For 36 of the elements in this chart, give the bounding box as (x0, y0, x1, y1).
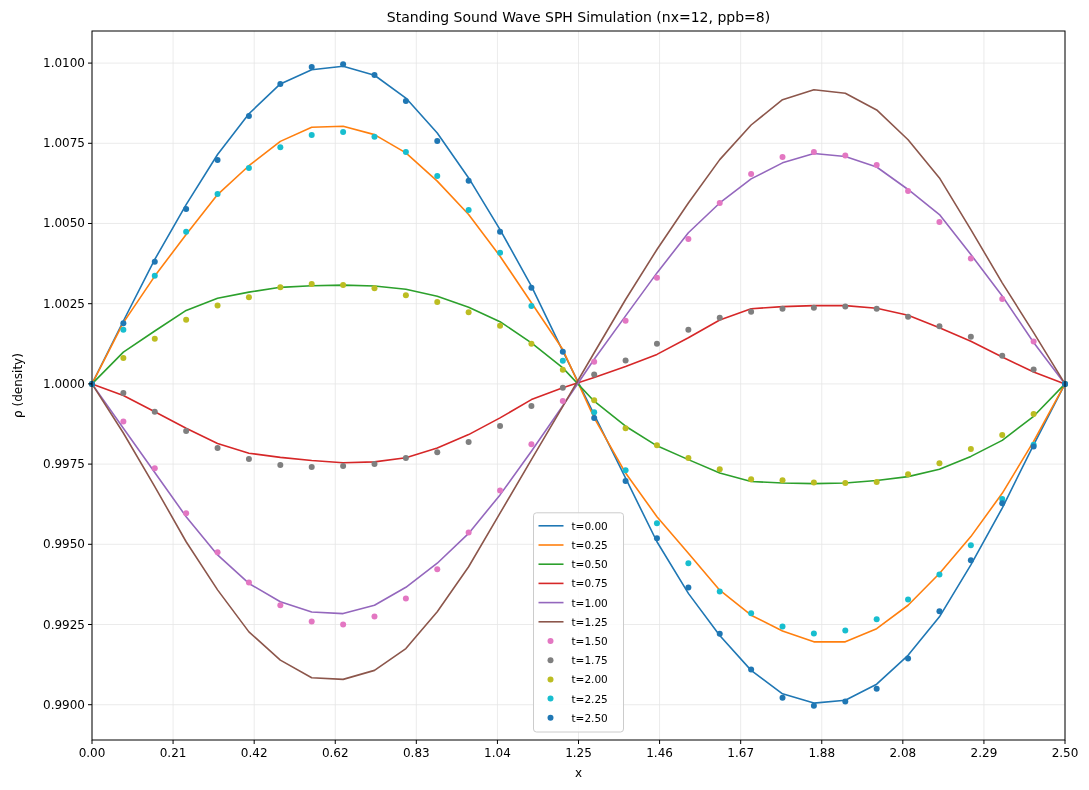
y-tick-label: 1.0050 (43, 216, 85, 231)
legend-label: t=1.75 (571, 654, 608, 667)
legend-label: t=1.00 (571, 596, 608, 609)
x-tick-label: 2.29 (970, 746, 998, 760)
x-tick-label: 0.62 (321, 746, 349, 760)
y-tick-label: 0.9900 (43, 697, 85, 712)
y-tick-label: 0.9950 (43, 537, 85, 552)
y-tick-label: 1.0000 (43, 376, 85, 391)
legend-label: t=0.00 (571, 519, 608, 532)
x-tick-label: 1.88 (808, 746, 836, 760)
chart-title: Standing Sound Wave SPH Simulation (nx=12, ppb=8) (386, 9, 771, 25)
y-tick-label: 0.9925 (43, 617, 85, 632)
legend-label: t=2.00 (571, 673, 608, 686)
y-tick-label: 0.9975 (43, 457, 85, 472)
x-tick-label: 0.00 (78, 746, 106, 760)
legend-label: t=2.50 (571, 711, 608, 724)
y-tick-label: 1.0075 (43, 136, 85, 151)
y-tick-label: 1.0025 (43, 296, 85, 311)
x-tick-label: 0.83 (402, 746, 430, 760)
legend-label: t=1.50 (571, 635, 608, 647)
legend-label: t=0.75 (571, 577, 608, 590)
x-tick-label: 2.08 (889, 746, 917, 760)
legend-label: t=1.25 (571, 615, 608, 628)
y-tick-label: 1.0100 (43, 56, 85, 71)
x-tick-label: 0.21 (159, 746, 187, 760)
x-tick-label: 1.67 (727, 746, 755, 760)
x-tick-label: 2.50 (1051, 746, 1079, 760)
x-axis-title: x (574, 766, 583, 780)
x-tick-label: 1.25 (565, 746, 592, 760)
legend-label: t=2.25 (571, 692, 608, 705)
legend-label: t=0.25 (571, 539, 608, 551)
legend-label: t=0.50 (571, 558, 608, 571)
y-axis-title: ρ (density) (11, 353, 25, 418)
x-tick-label: 1.46 (646, 746, 673, 760)
x-tick-label: 1.04 (484, 746, 511, 760)
x-tick-label: 0.42 (240, 746, 268, 760)
